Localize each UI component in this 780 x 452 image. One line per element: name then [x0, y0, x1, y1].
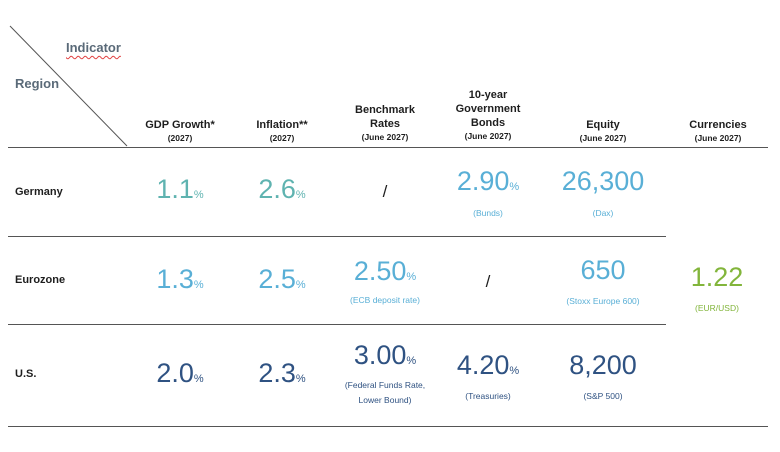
us-inflation-value: 2.3% [258, 358, 306, 388]
currency-note: (EUR/USD) [695, 303, 739, 313]
germany-equity-value: 26,300 [561, 166, 645, 196]
region-header: Region [15, 76, 60, 91]
header-diagonal-line [9, 25, 128, 147]
us-bonds-value: 4.20% [456, 350, 520, 380]
germany-inflation-value: 2.6% [258, 174, 306, 204]
column-header-inflation: Inflation** (2027) [256, 119, 308, 143]
us-gdp-value: 2.0% [156, 358, 204, 388]
column-header-benchmark: Benchmark Rates (June 2027) [355, 104, 415, 142]
currency-value: 1.22 [690, 262, 744, 292]
eurozone-equity-note: (Stoxx Europe 600) [566, 296, 640, 306]
us-bonds-note: (Treasuries) [465, 391, 511, 401]
us-equity-value: 8,200 [569, 350, 637, 380]
column-header-equity: Equity (June 2027) [579, 119, 627, 143]
row-divider-2 [8, 324, 666, 325]
eurozone-inflation-value: 2.5% [258, 264, 306, 294]
column-header-bonds: 10-year Government Bonds (June 2027) [455, 89, 521, 141]
indicator-header: Indicator [66, 40, 121, 55]
eurozone-benchmark-note: (ECB deposit rate) [350, 295, 420, 305]
us-equity-note: (S&P 500) [583, 391, 623, 401]
eurozone-equity-value: 650 [580, 255, 626, 285]
eurozone-gdp-value: 1.3% [156, 264, 204, 294]
table-bottom-border [8, 426, 768, 427]
us-benchmark-value: 3.00% [353, 340, 417, 370]
germany-equity-note: (Dax) [592, 208, 614, 218]
eurozone-benchmark-value: 2.50% [353, 256, 417, 286]
row-divider-1 [8, 236, 666, 237]
column-header-gdp: GDP Growth* (2027) [145, 119, 215, 143]
germany-gdp-value: 1.1% [156, 174, 204, 204]
column-header-currencies: Currencies (June 2027) [689, 119, 747, 143]
us-benchmark-note: (Federal Funds Rate, Lower Bound) [344, 380, 426, 405]
row-label-germany: Germany [15, 186, 63, 198]
germany-bonds-note: (Bunds) [473, 208, 503, 218]
row-label-eurozone: Eurozone [15, 274, 66, 286]
eurozone-bonds-na: / [485, 272, 491, 291]
germany-bonds-value: 2.90% [456, 166, 520, 196]
germany-benchmark-na: / [382, 182, 388, 201]
header-divider [8, 147, 768, 148]
row-label-us: U.S. [15, 368, 37, 380]
